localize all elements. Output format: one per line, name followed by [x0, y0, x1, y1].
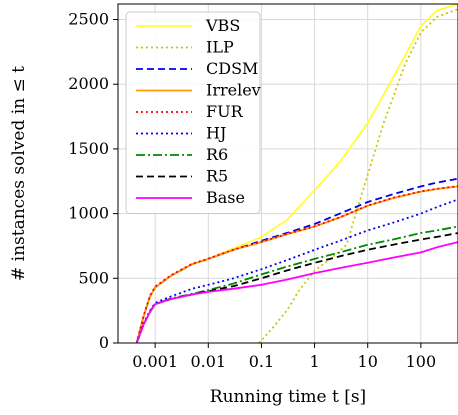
- x-tick-label: 0.001: [132, 352, 178, 371]
- legend-label: Irrelev: [206, 81, 261, 100]
- x-tick-label: 0.1: [249, 352, 274, 371]
- x-tick-label: 100: [406, 352, 437, 371]
- legend: VBS ILP CDSM Irrelev FUR HJ R6 R5 Base: [126, 12, 261, 214]
- x-axis-title: Running time t [s]: [210, 387, 366, 407]
- legend-label: Base: [206, 188, 245, 207]
- x-tick-label: 0.01: [190, 352, 226, 371]
- y-tick-label: 2000: [68, 74, 109, 93]
- legend-label: FUR: [206, 102, 244, 121]
- x-tick-label: 10: [358, 352, 378, 371]
- legend-label: ILP: [206, 38, 234, 57]
- y-tick-label: 0: [99, 333, 109, 352]
- x-tick-label: 1: [309, 352, 319, 371]
- y-tick-label: 2500: [68, 10, 109, 29]
- series-line-hj: [137, 199, 458, 343]
- series-line-r6: [137, 227, 458, 344]
- legend-label: R6: [206, 145, 228, 164]
- legend-label: R5: [206, 167, 228, 186]
- series-line-r5: [137, 233, 458, 343]
- legend-label: CDSM: [206, 59, 258, 78]
- y-tick-label: 1000: [68, 204, 109, 223]
- legend-label: HJ: [206, 124, 226, 143]
- y-axis-title: # instances solved in ≤ t: [9, 66, 29, 281]
- legend-label: VBS: [205, 16, 240, 35]
- series-line-base: [137, 242, 458, 343]
- y-tick-label: 1500: [68, 139, 109, 158]
- y-tick-label: 500: [78, 268, 109, 287]
- series-line-ilp: [259, 9, 458, 343]
